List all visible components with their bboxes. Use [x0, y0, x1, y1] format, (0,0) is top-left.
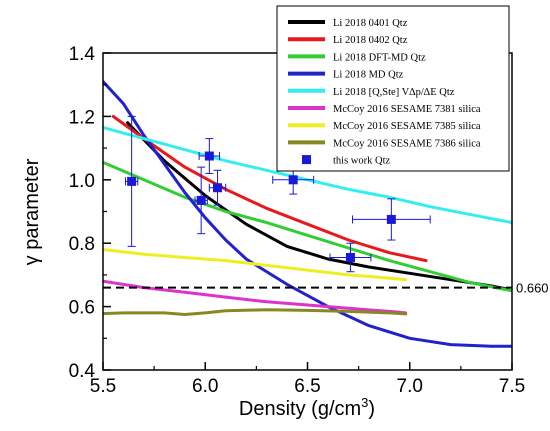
- data-point-1: [124, 115, 139, 247]
- x-tick-label: 6.5: [294, 376, 320, 397]
- x-tick-label: 7.0: [397, 376, 423, 397]
- x-axis-label: Density (g/cm3): [239, 395, 375, 420]
- data-point-5: [272, 165, 315, 195]
- legend-label-8: McCoy 2016 SESAME 7386 silica: [333, 138, 481, 149]
- y-tick-label: 1.0: [69, 171, 95, 192]
- y-tick-label: 0.8: [69, 234, 95, 255]
- reference-line-label: 0.660: [516, 281, 549, 296]
- y-tick-label: 0.4: [69, 361, 96, 382]
- legend-swatch-points: [302, 155, 311, 165]
- x-tick-label: 7.5: [499, 376, 525, 397]
- legend-label-1: Li 2018 0401 Qtz: [333, 18, 408, 29]
- data-point-marker: [213, 183, 223, 193]
- data-point-4: [208, 169, 227, 206]
- legend-label-points: this work Qtz: [333, 156, 391, 167]
- y-tick-label: 1.2: [69, 107, 95, 128]
- series-line-4: [103, 80, 512, 348]
- x-tick-label: 5.5: [90, 376, 116, 397]
- legend-label-4: Li 2018 MD Qtz: [333, 70, 404, 81]
- data-point-6: [329, 242, 372, 273]
- ticks-layer: 5.5 6.0 6.5 7.0 7.5 0.4 0.6 0.8 1.0 1.2 1.4: [69, 44, 526, 397]
- data-point-marker: [204, 151, 214, 161]
- reference-layer: 0.660: [103, 281, 549, 296]
- data-point-marker: [386, 214, 396, 224]
- legend-label-2: Li 2018 0402 Qtz: [333, 35, 408, 46]
- series-line-8: [103, 308, 408, 316]
- legend-label-7: McCoy 2016 SESAME 7385 silica: [333, 121, 481, 132]
- legend: Li 2018 0401 Qtz Li 2018 0402 Qtz Li 2018 …: [276, 5, 510, 172]
- y-axis-label: γ parameter: [21, 158, 43, 265]
- points-layer: [124, 115, 431, 273]
- legend-label-3: Li 2018 DFT-MD Qtz: [333, 52, 426, 63]
- y-tick-label: 0.6: [69, 298, 95, 319]
- series-line-7: [103, 248, 408, 282]
- data-point-marker: [127, 176, 137, 186]
- series-line-2: [111, 114, 428, 263]
- legend-label-6: McCoy 2016 SESAME 7381 silica: [333, 104, 481, 115]
- series-layer: [103, 80, 512, 348]
- data-point-marker: [345, 252, 355, 262]
- data-point-3: [198, 138, 221, 174]
- series-line-3: [103, 160, 512, 293]
- series-line-6: [103, 279, 408, 315]
- legend-label-5: Li 2018 [Q,Ste] V∆p/∆E Qtz: [333, 87, 455, 98]
- y-tick-label: 1.4: [69, 44, 96, 65]
- data-point-2: [194, 166, 208, 235]
- data-point-marker: [288, 175, 298, 185]
- data-point-7: [351, 198, 431, 241]
- data-point-marker: [196, 195, 206, 205]
- x-tick-label: 6.0: [192, 376, 218, 397]
